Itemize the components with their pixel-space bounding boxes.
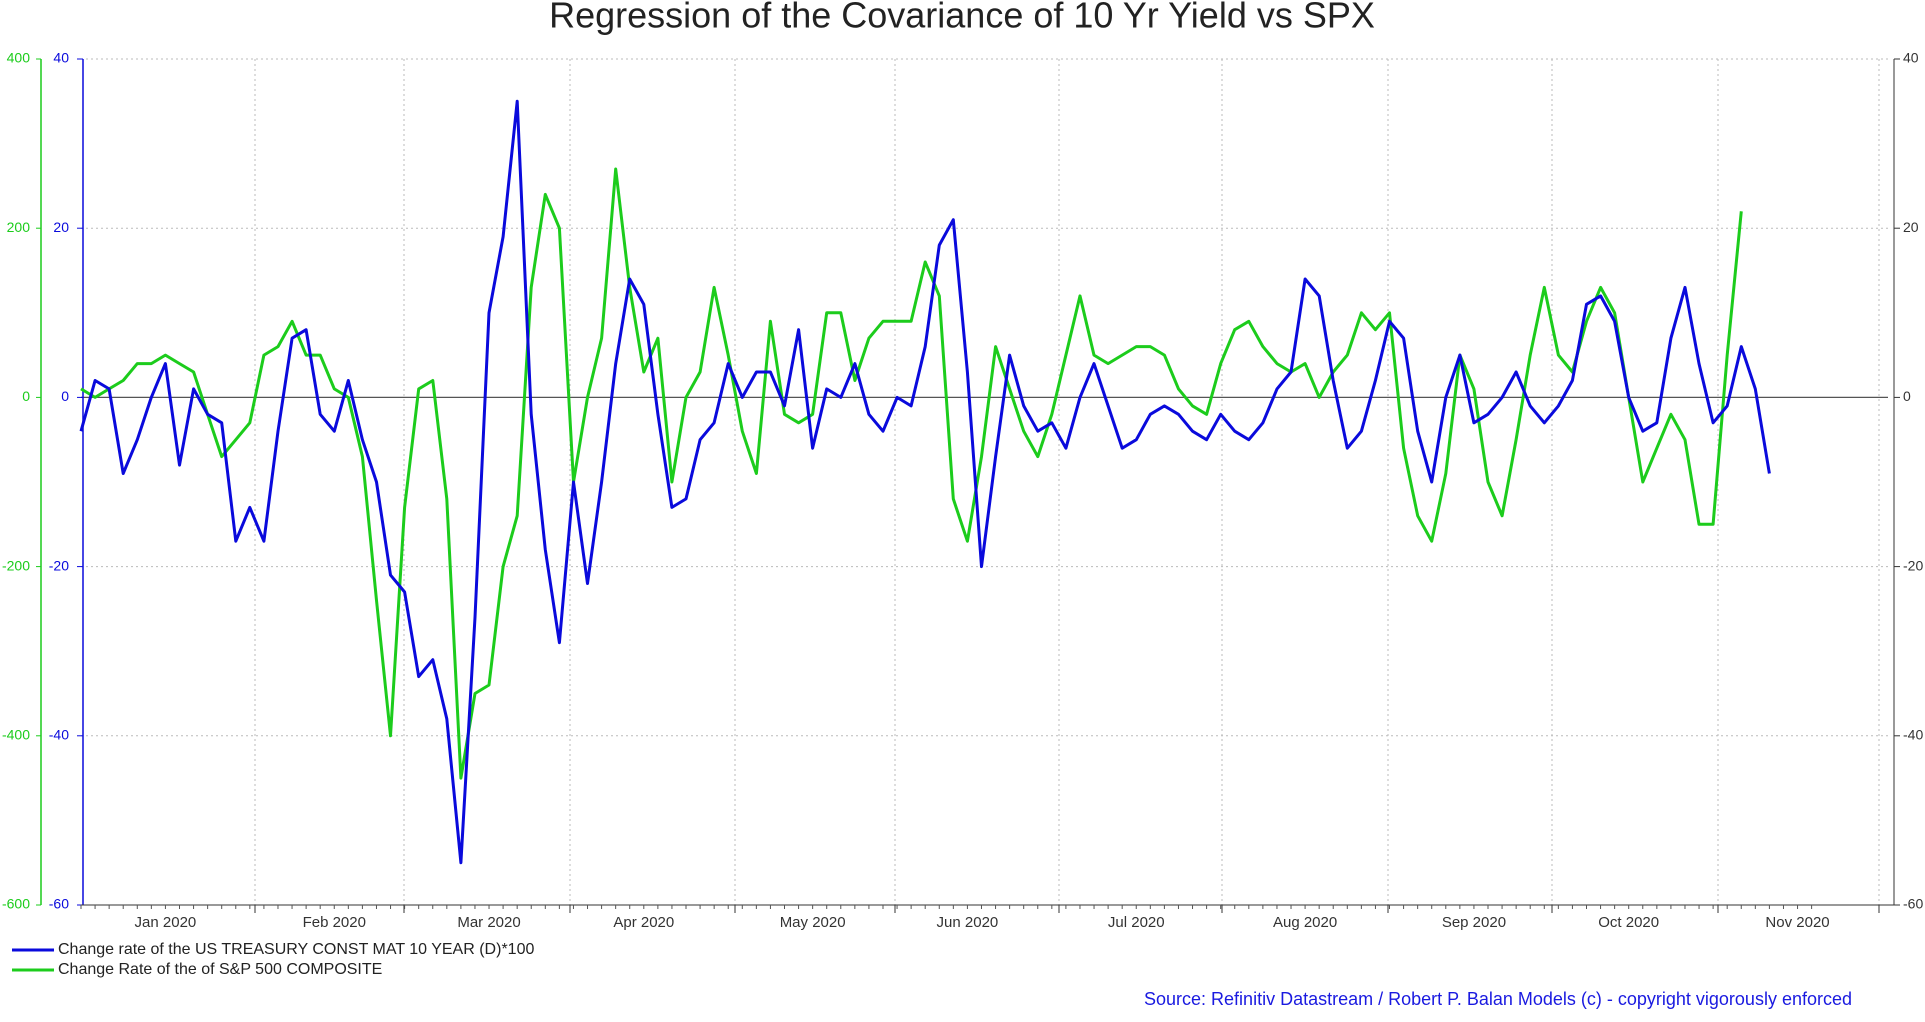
- y-tick-label: 0: [22, 388, 30, 404]
- right-tick-label: -20: [1903, 557, 1923, 573]
- right-tick-label: 0: [1903, 388, 1911, 404]
- y-tick-label: 400: [7, 50, 31, 66]
- x-tick-label: Sep 2020: [1442, 914, 1506, 931]
- series-line: [79, 99, 1771, 865]
- y2-tick-label: -40: [49, 727, 69, 743]
- y-tick-label: -600: [2, 896, 30, 912]
- y2-tick-label: -60: [49, 896, 69, 912]
- series-line: [80, 167, 1743, 780]
- x-tick-label: Mar 2020: [457, 914, 520, 931]
- x-tick-label: Jul 2020: [1108, 914, 1165, 931]
- y-tick-label: 200: [7, 219, 31, 235]
- right-tick-label: 40: [1903, 50, 1919, 66]
- y2-tick-label: 40: [53, 50, 69, 66]
- y-tick-label: -200: [2, 557, 30, 573]
- legend-label: Change Rate of the of S&P 500 COMPOSITE: [58, 961, 382, 978]
- x-tick-label: Nov 2020: [1765, 914, 1829, 931]
- right-tick-label: -40: [1903, 727, 1923, 743]
- x-tick-label: Apr 2020: [613, 914, 674, 931]
- legend-label: Change rate of the US TREASURY CONST MAT…: [58, 941, 534, 958]
- x-tick-label: May 2020: [780, 914, 846, 931]
- right-tick-label: 20: [1903, 219, 1919, 235]
- y2-tick-label: -20: [49, 557, 69, 573]
- y-tick-label: -400: [2, 727, 30, 743]
- right-tick-label: -60: [1903, 896, 1923, 912]
- y2-tick-label: 0: [61, 388, 69, 404]
- x-tick-label: Jun 2020: [937, 914, 999, 931]
- x-tick-label: Feb 2020: [303, 914, 366, 931]
- source-note: Source: Refinitiv Datastream / Robert P.…: [1144, 989, 1852, 1009]
- x-tick-label: Jan 2020: [135, 914, 197, 931]
- chart-title: Regression of the Covariance of 10 Yr Yi…: [549, 0, 1375, 36]
- x-tick-label: Oct 2020: [1598, 914, 1659, 931]
- y2-tick-label: 20: [53, 219, 69, 235]
- x-tick-label: Aug 2020: [1273, 914, 1337, 931]
